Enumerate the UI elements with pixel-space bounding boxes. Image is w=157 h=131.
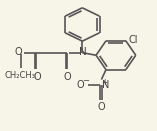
- Text: O: O: [76, 80, 84, 90]
- Text: O: O: [64, 72, 72, 82]
- Text: Cl: Cl: [128, 35, 138, 45]
- Text: O: O: [98, 102, 106, 112]
- Text: O: O: [33, 72, 41, 82]
- Text: −: −: [82, 76, 89, 85]
- Text: CH₂CH₃: CH₂CH₃: [5, 71, 36, 80]
- Text: N: N: [102, 80, 109, 90]
- Text: O: O: [14, 47, 22, 57]
- Text: +: +: [102, 78, 108, 87]
- Text: N: N: [79, 47, 87, 57]
